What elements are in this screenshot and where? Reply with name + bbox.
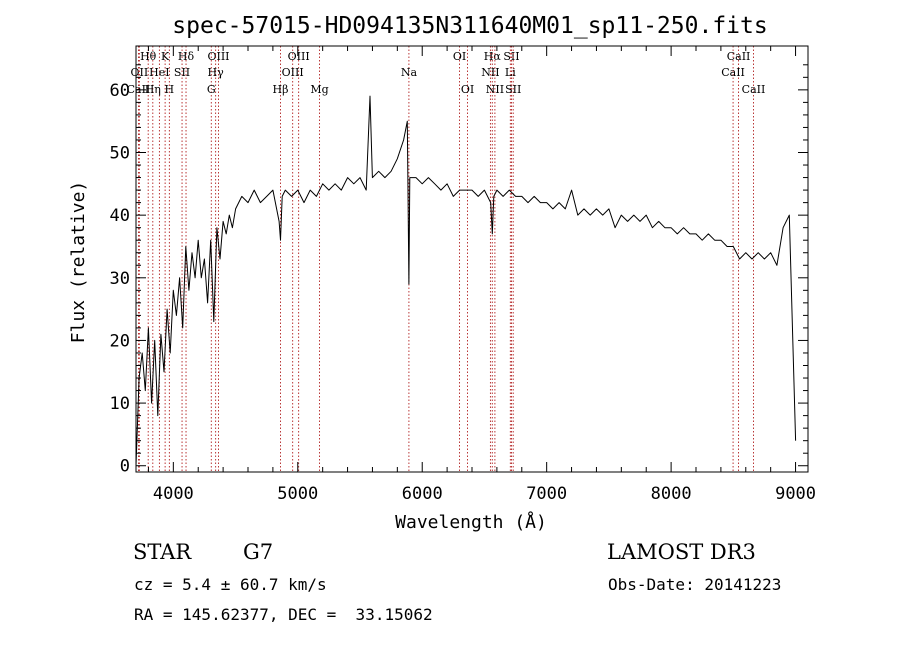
line-label-27: CaII bbox=[742, 83, 766, 96]
line-label-20: NII bbox=[481, 66, 499, 79]
line-label-16: Na bbox=[401, 66, 418, 79]
x-tick-label-5: 9000 bbox=[775, 484, 816, 504]
y-tick-label-0: 0 bbox=[120, 457, 130, 477]
x-axis: 4000 5000 6000 7000 8000 9000 bbox=[147, 46, 816, 504]
observation-date: Obs-Date: 20141223 bbox=[608, 575, 782, 594]
spectral-line-markers: Hθ OII CaII K HeI Hη H Hδ SII OIII Hγ G OIII OIII Hβ Mg… bbox=[127, 46, 766, 472]
y-axis-label: Flux (relative) bbox=[68, 181, 89, 344]
line-label-1: OII bbox=[131, 66, 149, 79]
y-tick-label-4: 40 bbox=[110, 206, 130, 226]
redshift-velocity: cz = 5.4 ± 60.7 km/s bbox=[134, 575, 327, 594]
line-label-8: SII bbox=[174, 66, 190, 79]
object-class: STAR bbox=[133, 540, 192, 564]
spectrum-line bbox=[135, 95, 797, 466]
line-label-11: G bbox=[207, 83, 216, 96]
chart-title: spec-57015-HD094135N311640M01_sp11-250.f… bbox=[172, 13, 767, 39]
line-label-22: SII bbox=[503, 50, 519, 63]
x-tick-label-1: 5000 bbox=[277, 484, 318, 504]
line-label-7: Hδ bbox=[178, 50, 195, 63]
y-tick-label-3: 30 bbox=[110, 269, 130, 289]
line-label-5: Hη bbox=[145, 83, 161, 96]
line-label-24: SII bbox=[505, 83, 521, 96]
line-label-4: HeI bbox=[149, 66, 169, 79]
y-tick-label-2: 20 bbox=[110, 331, 130, 351]
line-label-10: Hγ bbox=[208, 66, 225, 79]
line-label-23: Li bbox=[505, 66, 516, 79]
x-tick-label-4: 8000 bbox=[651, 484, 692, 504]
x-tick-label-2: 6000 bbox=[402, 484, 443, 504]
line-label-3: K bbox=[161, 50, 170, 63]
x-tick-label-3: 7000 bbox=[526, 484, 567, 504]
survey-name: LAMOST DR3 bbox=[607, 540, 756, 564]
line-label-18: OI bbox=[461, 83, 474, 96]
sky-coordinates: RA = 145.62377, DEC = 33.15062 bbox=[134, 605, 433, 624]
y-tick-label-5: 50 bbox=[110, 144, 130, 164]
line-label-6: H bbox=[165, 83, 175, 96]
line-label-15: Mg bbox=[310, 83, 328, 96]
line-label-14: Hβ bbox=[273, 83, 289, 96]
line-label-9: OIII bbox=[207, 50, 229, 63]
object-subclass: G7 bbox=[243, 540, 274, 564]
line-label-0: Hθ bbox=[140, 50, 157, 63]
x-axis-label: Wavelength (Å) bbox=[395, 511, 547, 533]
line-label-21: NII bbox=[486, 83, 504, 96]
y-tick-label-6: 60 bbox=[110, 81, 130, 101]
x-tick-label-0: 4000 bbox=[153, 484, 194, 504]
spectrum-layer bbox=[135, 95, 797, 466]
y-tick-label-1: 10 bbox=[110, 394, 130, 414]
plot-frame bbox=[135, 45, 809, 473]
line-label-17: OI bbox=[453, 50, 466, 63]
line-label-26: CaII bbox=[721, 66, 745, 79]
line-label-13: OIII bbox=[282, 66, 304, 79]
line-label-12: OIII bbox=[288, 50, 310, 63]
line-label-25: CaII bbox=[727, 50, 751, 63]
line-label-19: Hα bbox=[484, 50, 502, 63]
y-axis: 0 10 20 30 40 50 60 bbox=[110, 64, 808, 477]
